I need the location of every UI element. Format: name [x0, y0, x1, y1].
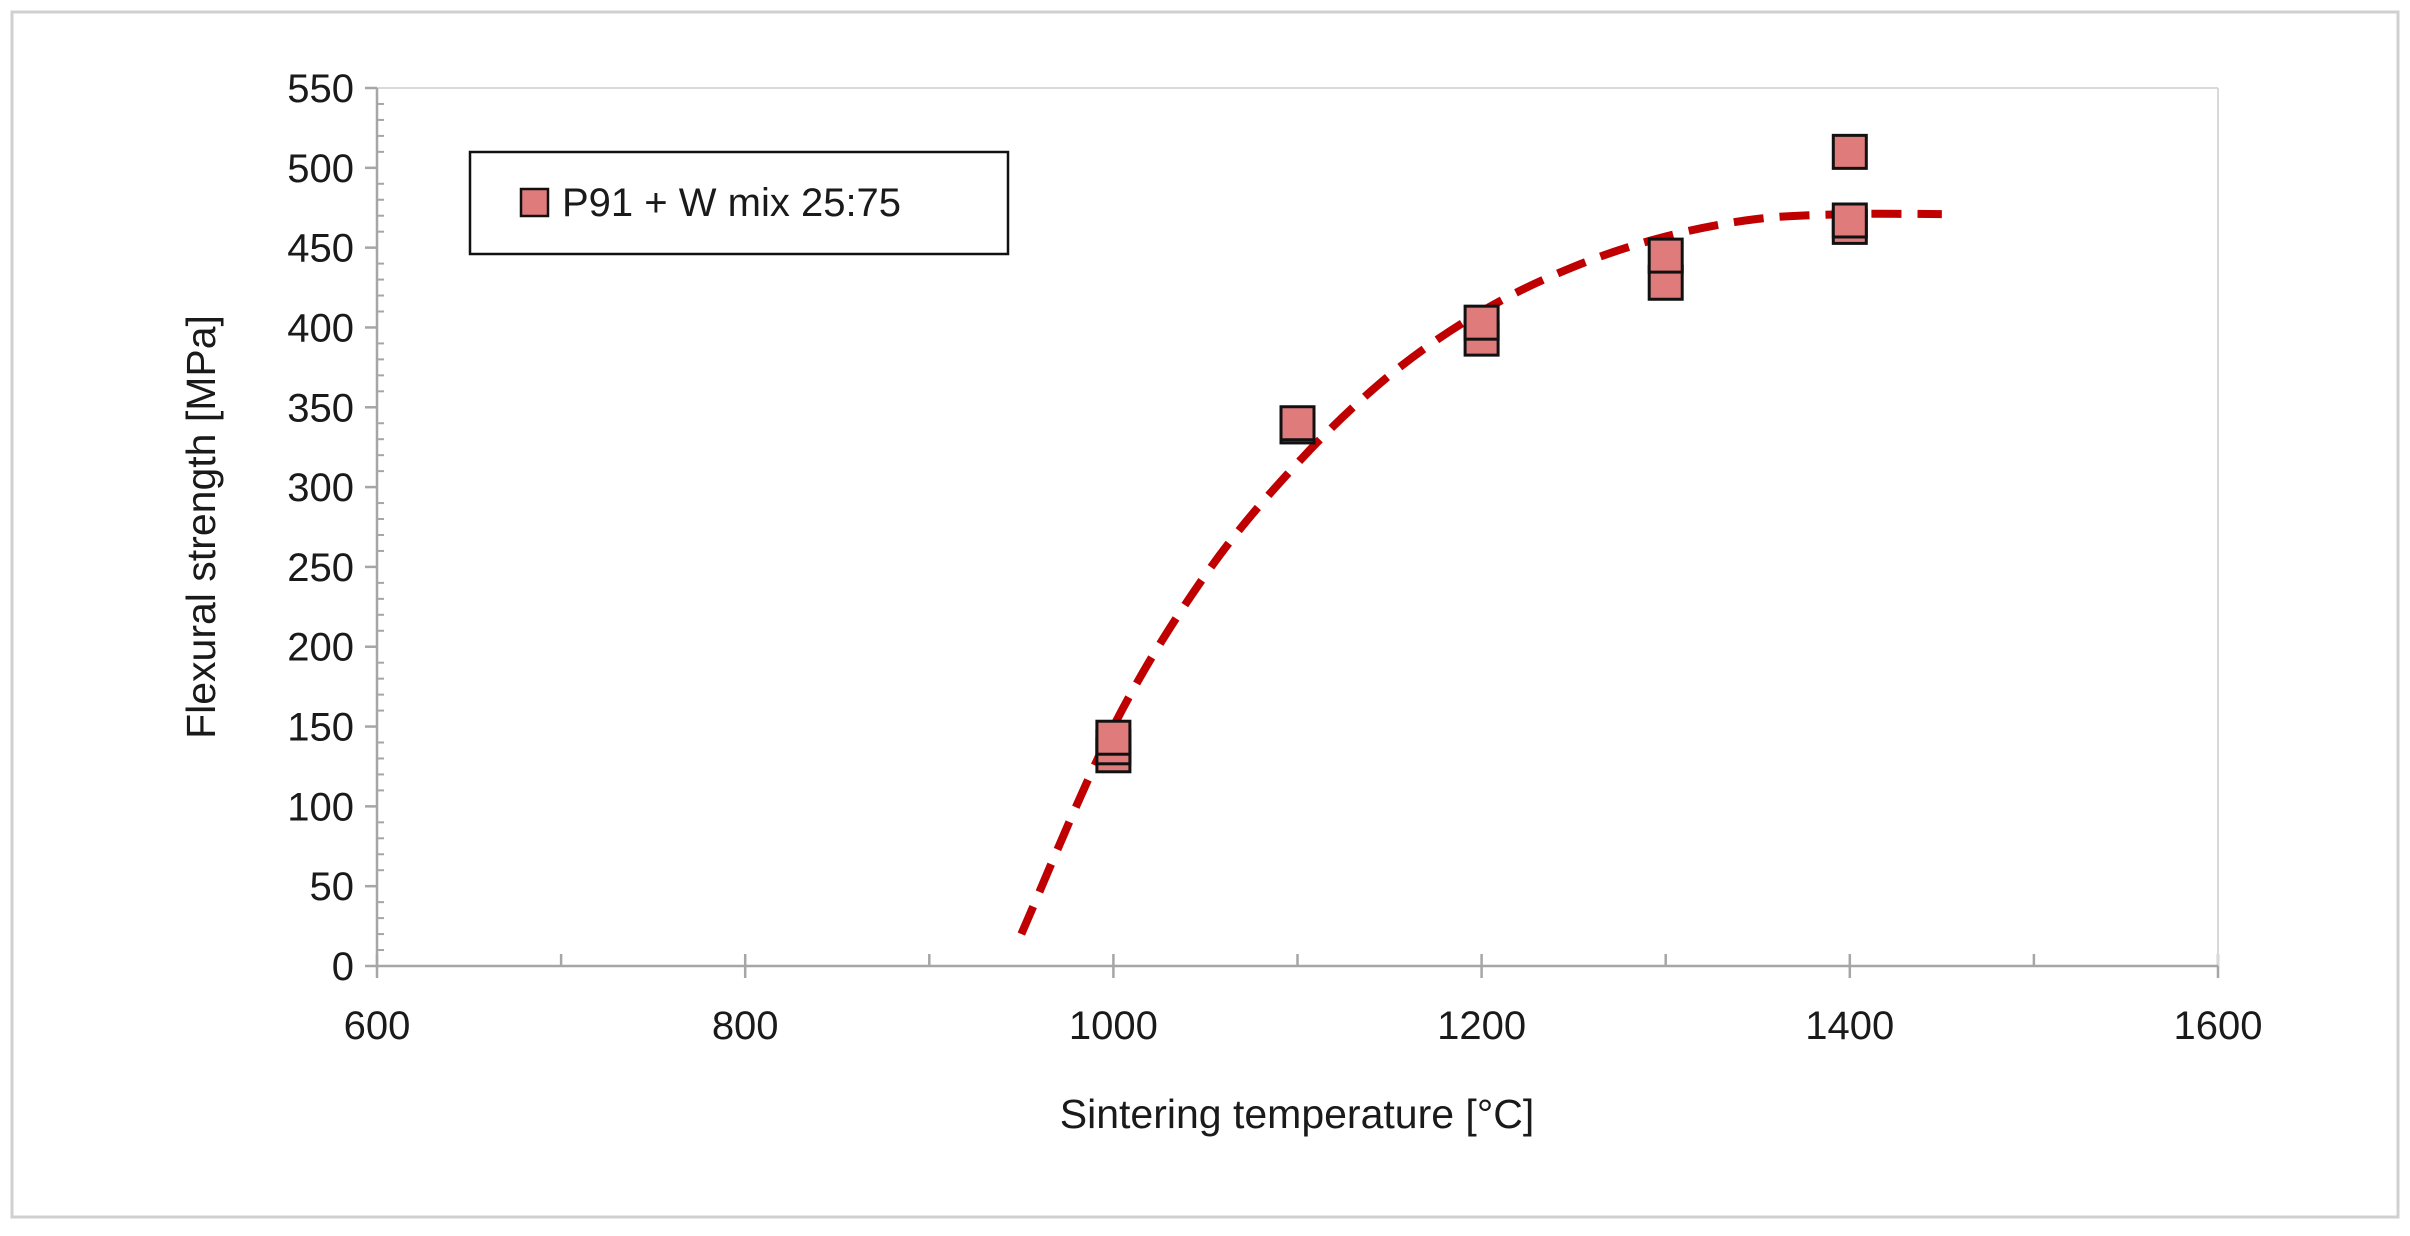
- y-tick-label: 50: [310, 865, 355, 909]
- x-tick-label: 1000: [1069, 1004, 1158, 1048]
- data-point: [1095, 719, 1132, 756]
- y-tick-label: 400: [287, 306, 354, 350]
- x-tick-label: 800: [712, 1004, 779, 1048]
- y-tick-label: 100: [287, 785, 354, 829]
- x-tick-label: 1400: [1805, 1004, 1894, 1048]
- data-point: [1831, 202, 1868, 239]
- legend-box: [468, 150, 1010, 256]
- legend-marker: [519, 187, 550, 218]
- y-axis-label: Flexural strength [MPa]: [178, 315, 224, 739]
- data-point: [1279, 405, 1316, 442]
- chart-border: [10, 10, 2400, 1219]
- x-tick-label: 1600: [2174, 1004, 2263, 1048]
- legend-label: P91 + W mix 25:75: [562, 181, 901, 225]
- y-tick-labels: 0 50 100 150 200 250 300 350 400 450 500 550: [287, 67, 354, 989]
- y-tick-label: 500: [287, 147, 354, 191]
- y-tick-label: 350: [287, 386, 354, 430]
- y-tick-label: 0: [332, 945, 354, 989]
- data-point: [1831, 133, 1868, 170]
- legend: P91 + W mix 25:75: [468, 150, 1010, 256]
- y-tick-label: 150: [287, 706, 354, 750]
- y-tick-label: 250: [287, 546, 354, 590]
- data-points: [1095, 133, 1868, 774]
- y-tick-label: 550: [287, 67, 354, 111]
- x-tick-label: 1200: [1437, 1004, 1526, 1048]
- data-point: [1463, 304, 1500, 341]
- y-tick-label: 300: [287, 466, 354, 510]
- x-tick-labels: 600 800 1000 1200 1400 1600: [344, 1004, 2263, 1048]
- trendline: [1017, 209, 1942, 936]
- y-tick-label: 200: [287, 626, 354, 670]
- y-tick-label: 450: [287, 227, 354, 271]
- x-axis-label: Sintering temperature [°C]: [1060, 1091, 1534, 1137]
- data-point: [1647, 237, 1684, 274]
- x-tick-label: 600: [344, 1004, 411, 1048]
- major-ticks: [365, 86, 2220, 978]
